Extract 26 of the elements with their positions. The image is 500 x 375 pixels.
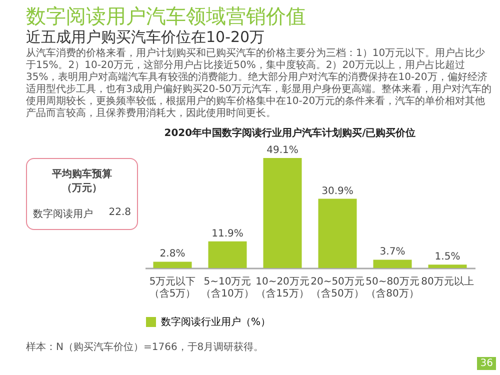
x-tick-label: 20~50万元（含50万）: [310, 276, 364, 300]
data-label: 49.1%: [266, 145, 298, 156]
chart-subtitle: 近五成用户购买汽车价位在10-20万: [26, 28, 265, 47]
data-label: 3.7%: [380, 246, 406, 258]
text: 从汽车消费的价格来看，用户计划购买和已购买汽车的价格主要分为三档：1）10万元以下。用户占比少于15%。2）10-20万元，这部分用户占比接近50%，集中度较高。2）20万元以上，用户占比超过35%，表明用户对高端汽车具有较强的消费能力。绝大部分用户对汽车的消费保持在10-20万，偏好经济适用型代步工具，也有3成用户偏好购买20-50万元汽车，彰显用户身份更高端。整体来看，用户对汽车的使用周期较长，更换频率较低，根据用户的购车价格集中在10-20万元的条件来看，汽车的单价相对其他产品而言较高，且保养费用消耗大，因此使用时间更长。: [26, 48, 492, 120]
bar: [153, 262, 192, 268]
bar: [208, 241, 247, 268]
bar: [263, 158, 302, 268]
x-tick-label: 10~20万元（含15万）: [256, 276, 310, 300]
data-label: 1.5%: [434, 252, 460, 263]
x-tick-label: 50~80万元（含80万）: [366, 276, 420, 300]
x-tick-label: 5~10万元（含10万）: [201, 276, 254, 300]
chart-title: 数字阅读用户汽车领域营销价值: [26, 3, 306, 30]
legend-label: 数字阅读行业用户（%）: [161, 316, 271, 328]
bar: [428, 264, 467, 268]
text: 样本：N（购买汽车价位）=1766，于8月调研获得。: [26, 340, 264, 354]
x-tick-label: 80万元以上: [421, 276, 474, 288]
x-tick-label: 5万元以下（含5万）: [149, 276, 196, 300]
text: 2020年中国数字阅读行业用户汽车计划购买/已购买价位: [163, 126, 417, 140]
text: 36: [477, 357, 496, 370]
bar: [318, 198, 357, 268]
data-label: 30.9%: [322, 186, 354, 197]
data-label: 2.8%: [160, 248, 186, 260]
bar: [373, 260, 412, 268]
budget-box: 平均购车预算（万元） 数字阅读用户 22.8: [26, 158, 138, 230]
data-label: 11.9%: [212, 228, 244, 240]
